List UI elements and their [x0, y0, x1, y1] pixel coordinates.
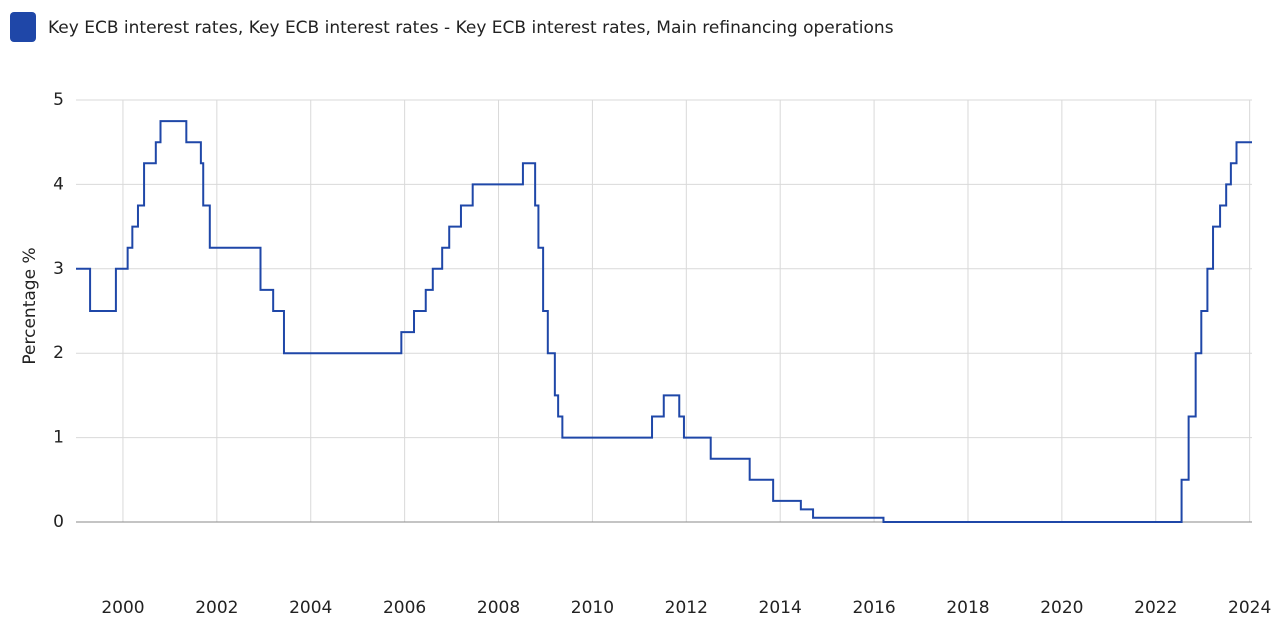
x-tick-label: 2004 [289, 598, 332, 618]
x-tick-label: 2024 [1228, 598, 1271, 618]
legend-swatch [10, 12, 36, 42]
y-tick-label: 1 [53, 428, 64, 448]
y-tick-label: 4 [53, 174, 64, 194]
y-axis-label: Percentage % [20, 247, 40, 364]
x-tick-label: 2018 [946, 598, 989, 618]
y-tick-label: 3 [53, 259, 64, 279]
y-tick-label: 0 [53, 512, 64, 532]
x-tick-label: 2002 [195, 598, 238, 618]
x-tick-label: 2014 [759, 598, 802, 618]
x-tick-label: 2016 [852, 598, 895, 618]
legend-label: Key ECB interest rates, Key ECB interest… [48, 18, 894, 38]
y-tick-label: 5 [53, 90, 64, 110]
x-tick-label: 2008 [477, 598, 520, 618]
x-tick-label: 2022 [1134, 598, 1177, 618]
data-line [76, 120, 1252, 523]
x-tick-label: 2006 [383, 598, 426, 618]
x-tick-label: 2000 [101, 598, 144, 618]
y-tick-label: 2 [53, 343, 64, 363]
x-tick-label: 2010 [571, 598, 614, 618]
x-tick-label: 2020 [1040, 598, 1083, 618]
x-tick-label: 2012 [665, 598, 708, 618]
